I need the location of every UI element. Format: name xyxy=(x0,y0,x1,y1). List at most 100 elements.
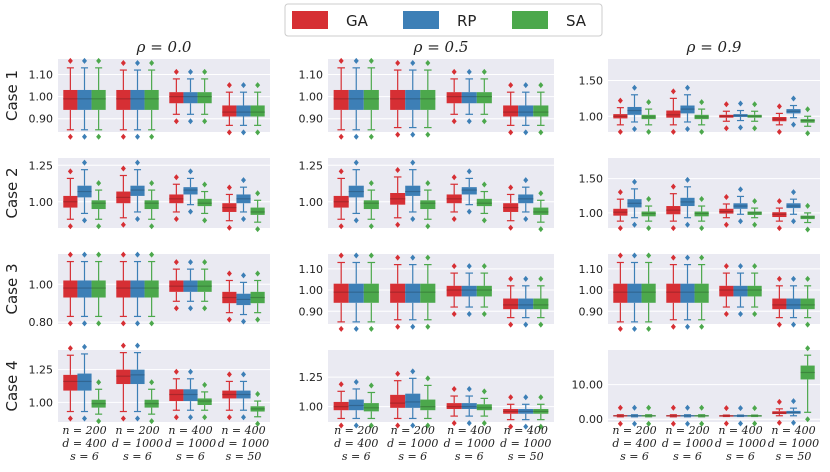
outlier-high xyxy=(685,176,690,183)
outlier-high xyxy=(188,68,193,75)
panel-r3-c1: 1.00 1.25 xyxy=(299,350,554,430)
outlier-high xyxy=(791,189,796,196)
iqr-box xyxy=(250,105,265,117)
box-sa-2 xyxy=(747,198,762,228)
outlier-low xyxy=(685,125,690,132)
x-category-label: n = 200 xyxy=(115,424,159,437)
outlier-low xyxy=(738,124,743,131)
box-ga-1 xyxy=(390,370,406,429)
panel-r3-c0: 1.00 1.25 xyxy=(29,342,270,427)
outlier-low xyxy=(617,420,623,427)
outlier-high xyxy=(508,275,514,282)
box-rp-0 xyxy=(77,343,92,422)
outlier-low xyxy=(67,133,73,140)
iqr-box xyxy=(627,283,642,303)
box-rp-3 xyxy=(786,95,801,128)
outlier-high xyxy=(202,381,208,388)
outlier-low xyxy=(699,225,705,232)
outlier-low xyxy=(338,223,344,230)
iqr-box xyxy=(363,283,379,303)
outlier-low xyxy=(752,420,758,427)
outlier-high xyxy=(202,68,208,75)
box-sa-1 xyxy=(694,99,709,135)
outlier-low xyxy=(120,415,126,422)
box-ga-0 xyxy=(613,404,628,427)
outlier-low xyxy=(425,422,431,429)
outlier-high xyxy=(67,345,73,352)
column-title-1: ρ = 0.5 xyxy=(413,38,469,56)
x-category-label: d = 1000 xyxy=(112,437,163,450)
iqr-box xyxy=(405,185,421,196)
box-sa-3 xyxy=(533,82,549,136)
panel-r2-c1: 0.90 1.00 1.10 xyxy=(299,252,554,332)
x-category-label: n = 200 xyxy=(334,424,378,437)
iqr-box xyxy=(91,89,106,110)
legend-label-rp: RP xyxy=(457,12,476,30)
outlier-low xyxy=(451,118,457,125)
outlier-low xyxy=(699,323,705,330)
legend-label-ga: GA xyxy=(346,12,369,30)
outlier-high xyxy=(508,184,514,191)
outlier-high xyxy=(425,254,431,261)
outlier-high xyxy=(188,168,193,175)
box-sa-3 xyxy=(250,82,265,136)
outlier-low xyxy=(776,419,782,426)
outlier-high xyxy=(632,178,637,185)
outlier-high xyxy=(538,275,544,282)
outlier-high xyxy=(120,342,126,349)
iqr-box xyxy=(666,110,681,118)
outlier-low xyxy=(723,221,729,228)
outlier-high xyxy=(685,84,690,91)
outlier-high xyxy=(481,263,487,270)
outlier-low xyxy=(425,323,431,330)
outlier-low xyxy=(135,320,140,327)
box-sa-2 xyxy=(476,68,492,125)
y-tick-label: 0.90 xyxy=(299,305,324,318)
box-ga-2 xyxy=(719,101,734,132)
box-ga-0 xyxy=(333,252,349,332)
outlier-high xyxy=(67,168,73,175)
iqr-box xyxy=(169,389,184,402)
outlier-low xyxy=(670,225,676,232)
box-ga-2 xyxy=(169,368,184,421)
box-rp-2 xyxy=(733,263,748,318)
outlier-high xyxy=(685,404,690,411)
x-category-label: d = 1000 xyxy=(715,437,766,450)
iqr-box xyxy=(747,285,762,297)
outlier-low xyxy=(617,325,623,332)
outlier-low xyxy=(368,223,374,230)
outlier-high xyxy=(699,404,705,411)
outlier-low xyxy=(241,215,246,222)
box-rp-3 xyxy=(518,82,534,136)
outlier-low xyxy=(632,325,637,332)
outlier-high xyxy=(82,159,87,166)
box-ga-2 xyxy=(719,193,734,228)
outlier-high xyxy=(241,177,246,184)
outlier-low xyxy=(699,420,705,427)
outlier-low xyxy=(82,415,87,422)
outlier-high xyxy=(538,394,544,401)
box-sa-1 xyxy=(144,180,159,230)
outlier-high xyxy=(646,252,652,259)
box-ga-0 xyxy=(63,168,78,230)
box-sa-1 xyxy=(694,254,709,330)
box-rp-3 xyxy=(236,177,251,222)
x-category-label: d = 1000 xyxy=(768,437,819,450)
outlier-high xyxy=(685,254,690,261)
y-tick-label: 1.50 xyxy=(579,74,604,87)
box-rp-1 xyxy=(680,176,695,228)
box-sa-0 xyxy=(91,180,106,230)
outlier-low xyxy=(149,133,155,140)
outlier-low xyxy=(67,223,73,230)
outlier-low xyxy=(791,419,796,426)
outlier-low xyxy=(226,316,232,323)
y-tick-label: 1.50 xyxy=(579,173,604,186)
box-sa-0 xyxy=(363,180,379,230)
outlier-high xyxy=(241,371,246,378)
outlier-high xyxy=(699,196,705,203)
outlier-high xyxy=(805,275,811,282)
outlier-low xyxy=(96,418,102,425)
box-ga-3 xyxy=(503,394,519,430)
outlier-high xyxy=(738,263,743,270)
box-ga-3 xyxy=(503,82,519,136)
